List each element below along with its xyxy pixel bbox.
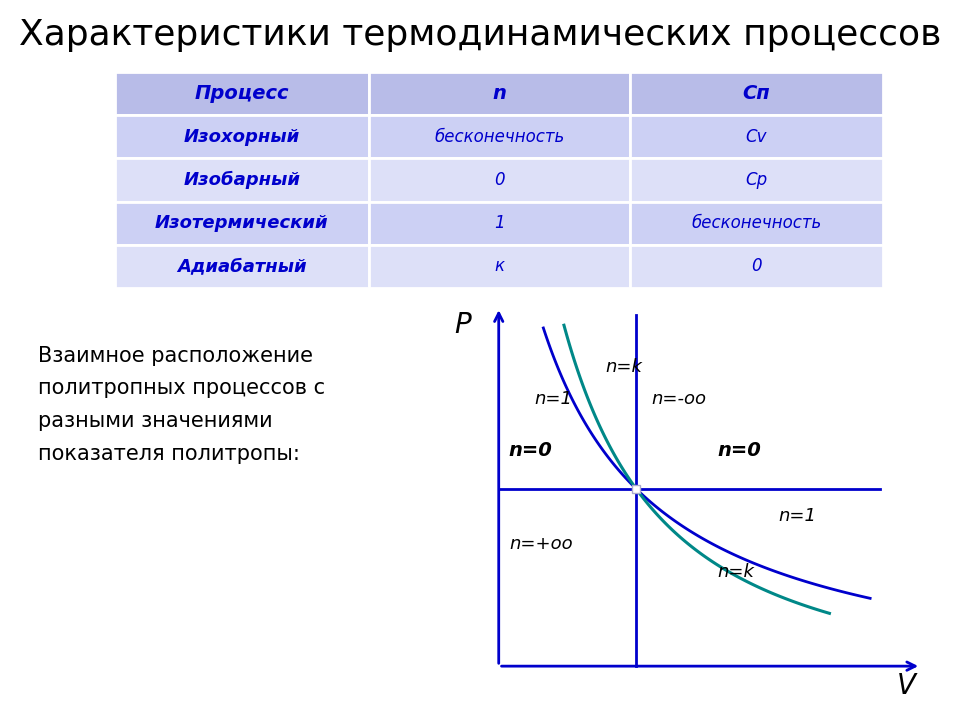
Bar — [369, 115, 630, 158]
Text: к: к — [494, 258, 504, 276]
Text: n=k: n=k — [717, 564, 755, 582]
Text: P: P — [455, 311, 471, 339]
Bar — [369, 158, 630, 202]
Text: n=1: n=1 — [535, 390, 572, 408]
Bar — [630, 158, 883, 202]
Text: n=+oo: n=+oo — [509, 535, 572, 553]
Text: Изотермический: Изотермический — [156, 215, 328, 232]
Bar — [115, 202, 369, 245]
Bar — [115, 72, 369, 115]
Text: Изохорный: Изохорный — [183, 128, 300, 145]
Text: n=0: n=0 — [717, 441, 761, 461]
Text: Процесс: Процесс — [195, 84, 289, 103]
Bar — [630, 115, 883, 158]
Text: V: V — [897, 672, 916, 701]
Bar — [115, 115, 369, 158]
Bar — [630, 72, 883, 115]
Bar — [369, 202, 630, 245]
Bar — [369, 72, 630, 115]
Text: Взаимное расположение
политропных процессов с
разными значениями
показателя поли: Взаимное расположение политропных процес… — [38, 346, 325, 464]
Text: n: n — [492, 84, 506, 103]
Bar — [630, 245, 883, 288]
Bar — [369, 245, 630, 288]
Text: Адиабатный: Адиабатный — [177, 258, 307, 276]
Text: n=1: n=1 — [779, 507, 817, 525]
Text: n=k: n=k — [606, 358, 642, 376]
Text: 1: 1 — [493, 215, 505, 232]
Text: 0: 0 — [493, 171, 505, 189]
Bar — [630, 202, 883, 245]
Bar — [115, 158, 369, 202]
Text: Изобарный: Изобарный — [183, 171, 300, 189]
Text: n=-oo: n=-oo — [651, 390, 707, 408]
Text: Сп: Сп — [743, 84, 770, 103]
Bar — [115, 245, 369, 288]
Text: 0: 0 — [751, 258, 762, 276]
Text: Характеристики термодинамических процессов: Характеристики термодинамических процесс… — [19, 18, 941, 52]
Text: Cv: Cv — [746, 128, 767, 145]
Text: n=0: n=0 — [509, 441, 553, 461]
Text: Cp: Cp — [745, 171, 768, 189]
Text: бесконечность: бесконечность — [434, 128, 564, 145]
Text: бесконечность: бесконечность — [691, 215, 822, 232]
